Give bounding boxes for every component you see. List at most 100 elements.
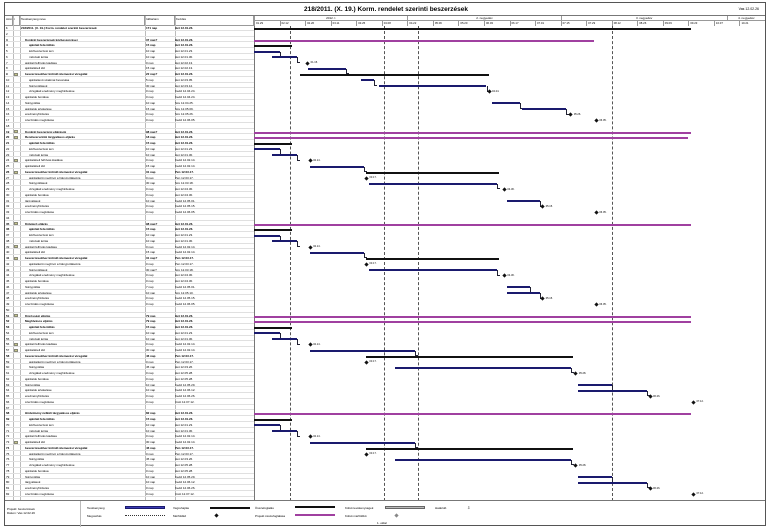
summary-bar[interactable] (366, 171, 500, 174)
table-row[interactable]: 26 beszerzésekhez kötődő ütemezési vizsgá… (5, 170, 254, 175)
table-row[interactable]: 20 Rendszerszintű tárgyalásos eljárás 18 n… (5, 135, 254, 141)
table-row[interactable]: 79 hiánypótlás 10 nap Kedd 12.05.29. (5, 475, 254, 480)
table-row[interactable]: 72 ajánlati felhívás kiadása 0 nap Kedd 12.… (5, 434, 254, 440)
table-row[interactable]: 70 közbeszerzési terv 10 nap Hét 12.01.23. (5, 423, 254, 428)
project-summary-bar[interactable] (254, 39, 594, 42)
project-summary-bar[interactable] (254, 223, 691, 226)
project-summary-bar[interactable] (254, 131, 691, 134)
table-row[interactable]: 12 vizsgálati eredmény meghirdetése 0 nap K… (5, 89, 254, 95)
table-row[interactable]: 63 hiánypótlás 10 nap Kedd 12.05.29. (5, 383, 254, 388)
task-bar[interactable] (578, 481, 648, 484)
table-row[interactable]: 58 beszerzésekhez kötődő ütemezési vizsgá… (5, 354, 254, 359)
table-row[interactable]: 60 hiánypótlás 45 nap Hét 12.03.26. (5, 365, 254, 371)
table-row[interactable]: 55 műszaki leírás 10 nap Hét 12.01.30. (5, 337, 254, 342)
milestone-diamond[interactable] (305, 60, 310, 66)
table-row[interactable]: 51 Közösségi eljárás 79 nap Hét 12.01.23. (5, 314, 254, 319)
table-row[interactable]: 29 vizsgálati eredmény meghirdetése 0 nap H… (5, 187, 254, 192)
table-row[interactable]: 30 ajánlatok bontása 0 nap Hét 12.04.30. (5, 193, 254, 198)
milestone-diamond[interactable] (364, 262, 369, 267)
table-row[interactable]: 68 Hirdetmény nélküli tárgyalásos eljárás… (5, 411, 254, 417)
summary-bar[interactable] (366, 447, 574, 450)
summary-bar[interactable] (254, 229, 293, 232)
task-bar[interactable] (506, 286, 530, 289)
table-row[interactable]: 41 beszerzésekhez kötődő ütemezési vizsgá… (5, 256, 254, 261)
table-row[interactable]: 17 szerződés megkötése 0 nap Kedd 12.06.05. (5, 118, 254, 123)
table-row[interactable]: 66 szerződés megkötése 0 nap Csüt 12.07.12. (5, 400, 254, 405)
task-bar[interactable] (254, 148, 280, 151)
task-bar[interactable] (522, 108, 566, 111)
table-row[interactable]: 33 szerződés megkötése 0 nap Kedd 12.06.05. (5, 210, 254, 215)
task-bar[interactable] (254, 50, 280, 53)
table-row[interactable]: 69 ajánlati felszólítás 15 nap Hét 12.01.23… (5, 417, 254, 422)
summary-bar[interactable] (254, 28, 691, 30)
task-bar[interactable] (271, 338, 298, 341)
table-row[interactable]: 19 Konkrét beszerzési eljárások 98 nap? Hét… (5, 130, 254, 135)
table-row[interactable]: 32 eredményhirdetés 0 nap Kedd 12.05.15. (5, 204, 254, 210)
table-row[interactable]: 56 ajánlati felhívás kiadása 0 nap Kedd 12.… (5, 342, 254, 348)
table-row[interactable]: 50 (5, 308, 254, 313)
task-bar[interactable] (307, 67, 346, 70)
table-row[interactable]: 25 ajánlattételi idő 15 nap Kedd 12.02.14. (5, 164, 254, 169)
table-row[interactable]: 45 ajánlatok bontása 0 nap Hét 12.04.30. (5, 279, 254, 284)
table-row[interactable]: 57 ajánlattételi idő 30 nap Kedd 12.02.14. (5, 348, 254, 353)
task-bar[interactable] (254, 332, 280, 335)
table-row[interactable]: 81 eredményhirdetés 0 nap Kedd 12.06.26. (5, 486, 254, 491)
table-row[interactable]: 2 (5, 32, 254, 37)
milestone-diamond[interactable] (540, 296, 545, 301)
table-row[interactable]: 73 ajánlattételi idő 30 nap Kedd 12.02.14. (5, 440, 254, 445)
summary-bar[interactable] (254, 143, 293, 145)
project-summary-bar[interactable] (254, 137, 689, 140)
milestone-diamond[interactable] (502, 273, 507, 278)
table-row[interactable]: 49 szerződés megkötése 0 nap Kedd 12.06.05. (5, 302, 254, 307)
table-row[interactable]: 27 ajánlatkérő meghívó a hiánypótlásokra 0… (5, 176, 254, 181)
table-row[interactable]: 78 ajánlatok bontása 0 nap Hét 12.05.28. (5, 469, 254, 474)
milestone-diamond[interactable] (540, 204, 545, 209)
milestone-diamond[interactable] (502, 187, 507, 192)
table-row[interactable]: 62 ajánlatok bontása 0 nap Hét 12.05.28. (5, 377, 254, 382)
project-summary-bar[interactable] (254, 413, 691, 416)
table-row[interactable]: 15 ajánlatok értékelése 15 nap Sze 12.05.09… (5, 107, 254, 112)
table-row[interactable]: 1 218/2011. (X. 19.) Korm. rendelet szeri… (5, 26, 254, 31)
table-row[interactable]: 52 Meghívásos eljárás 79 nap Hét 12.01.23. (5, 319, 254, 325)
task-bar[interactable] (578, 476, 612, 479)
table-row[interactable]: 37 közbeszerzési terv 10 nap Hét 12.01.23. (5, 233, 254, 238)
milestone-diamond[interactable] (691, 400, 696, 405)
table-row[interactable]: 16 eredményhirdetés 0 nap Szo 12.05.26. (5, 112, 254, 118)
task-bar[interactable] (379, 85, 487, 88)
table-row[interactable]: 75 ajánlatkérő meghívó a hiánypótlásokra 0… (5, 452, 254, 457)
table-row[interactable]: 47 ajánlatok értékelése 10 nap Szo 12.05.10… (5, 291, 254, 296)
table-row[interactable]: 31 tárgyalások 10 nap Kedd 12.05.01. (5, 199, 254, 204)
table-row[interactable]: 53 ajánlati felszólítás 15 nap Hét 12.01.23… (5, 325, 254, 330)
table-row[interactable]: 67 (5, 406, 254, 411)
table-row[interactable]: 61 vizsgálati eredmény meghirdetése 0 nap H… (5, 371, 254, 376)
task-bar[interactable] (506, 200, 541, 203)
milestone-diamond[interactable] (486, 89, 492, 94)
table-row[interactable]: 8 ajánlattételi idő 15 nap Hét 12.02.13. (5, 66, 254, 72)
table-row[interactable]: 42 ajánlatkérő meghívó a hiánypótlásokra 0… (5, 262, 254, 267)
table-row[interactable]: 35 Kötelező eljárás 98 nap? Hét 12.01.23. (5, 222, 254, 227)
summary-bar[interactable] (254, 45, 293, 48)
table-row[interactable]: 18 (5, 124, 254, 129)
summary-bar[interactable] (299, 74, 490, 76)
task-bar[interactable] (578, 389, 648, 392)
table-row[interactable]: 14 hiánypótlás 10 nap Sze 12.04.25. (5, 101, 254, 106)
table-row[interactable]: 82 szerződés megkötése 0 nap Csüt 12.07.12. (5, 492, 254, 497)
table-row[interactable]: 48 eredményhirdetés 0 nap Kedd 12.05.15. (5, 296, 254, 302)
table-row[interactable]: 46 hiánypótlás 7 nap Kedd 12.05.01. (5, 285, 254, 290)
milestone-diamond[interactable] (647, 486, 653, 491)
table-row[interactable]: 21 ajánlati felszólítás 15 nap Hét 12.01.23… (5, 141, 254, 146)
table-row[interactable]: 34 (5, 216, 254, 221)
task-bar[interactable] (368, 269, 497, 272)
task-bar[interactable] (271, 240, 298, 243)
table-row[interactable]: 3 Konkrét beszerzések közbeszerzései 37 na… (5, 38, 254, 43)
summary-bar[interactable] (254, 327, 293, 329)
summary-bar[interactable] (366, 355, 574, 358)
task-bar[interactable] (254, 424, 280, 427)
table-row[interactable]: 7 ajánlati felhívás kiadása 0 nap Hét 12.02… (5, 61, 254, 66)
task-bar[interactable] (310, 165, 364, 168)
task-bar[interactable] (310, 349, 415, 352)
task-bar[interactable] (271, 56, 298, 59)
table-row[interactable]: 9 beszerzésekhez kötődő ütemezési vizsgál… (5, 72, 254, 77)
table-row[interactable]: 23 műszaki leírás 10 nap Hét 12.01.30. (5, 153, 254, 158)
milestone-diamond[interactable] (573, 463, 579, 468)
